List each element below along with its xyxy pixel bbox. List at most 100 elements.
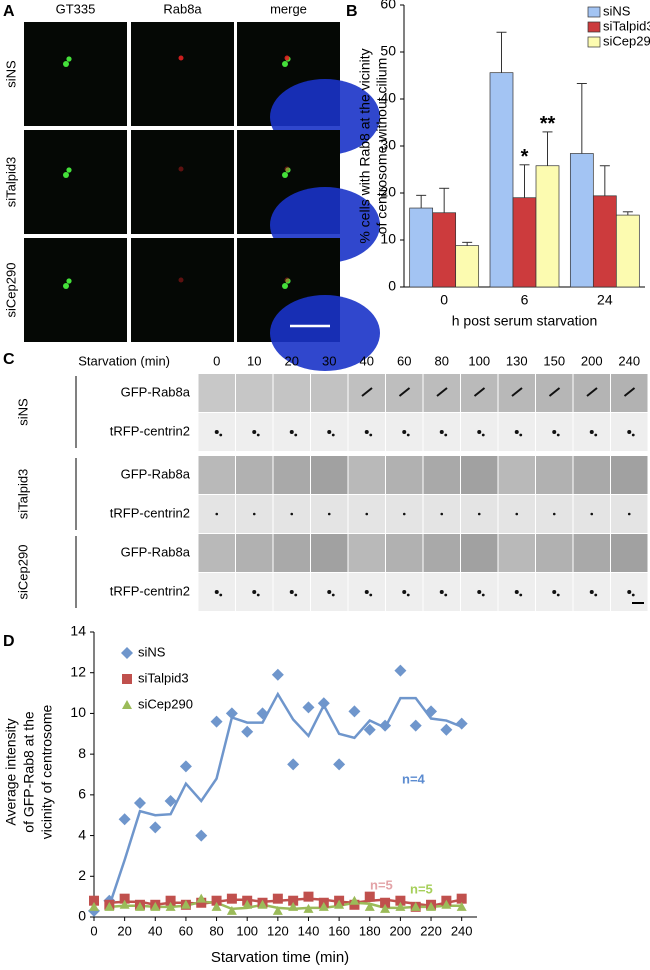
time-label: 200 bbox=[581, 353, 603, 368]
time-lapse-frame bbox=[311, 456, 348, 494]
x-tick-label: 0 bbox=[440, 292, 448, 308]
y-tick-label: 6 bbox=[78, 786, 86, 802]
y-tick-label: 14 bbox=[70, 623, 86, 639]
green-dot bbox=[63, 61, 69, 67]
centrosome-dot bbox=[256, 433, 260, 437]
centrosome-dot bbox=[365, 512, 369, 516]
green-dot bbox=[282, 61, 288, 67]
legend-marker bbox=[121, 647, 133, 659]
time-lapse-frame bbox=[461, 534, 498, 572]
centrosome-dot bbox=[514, 590, 519, 594]
data-point bbox=[118, 813, 131, 826]
data-point bbox=[211, 901, 222, 911]
data-point bbox=[104, 901, 115, 911]
data-point bbox=[288, 901, 299, 911]
y-axis-title: of centrosome without cilium bbox=[374, 58, 390, 235]
data-point bbox=[441, 899, 452, 909]
time-label: 150 bbox=[543, 353, 565, 368]
centrosome-dot bbox=[364, 590, 369, 594]
data-point bbox=[119, 893, 130, 904]
data-point bbox=[334, 899, 345, 909]
centrosome-dot bbox=[627, 590, 632, 594]
time-lapse-frame bbox=[236, 374, 273, 412]
micrograph bbox=[131, 238, 234, 342]
time-lapse-frame bbox=[611, 456, 648, 494]
time-lapse-frame bbox=[498, 456, 535, 494]
y-tick-label: 2 bbox=[78, 867, 86, 883]
time-label: 130 bbox=[506, 353, 528, 368]
data-point bbox=[226, 893, 237, 904]
green-dot bbox=[66, 278, 72, 284]
centrosome-dot bbox=[369, 593, 373, 597]
y-axis-title: Average intensity bbox=[3, 718, 19, 825]
time-lapse-frame bbox=[611, 534, 648, 572]
centrosome-dot bbox=[289, 430, 294, 434]
time-lapse-frame bbox=[536, 534, 573, 572]
data-point bbox=[288, 895, 299, 906]
centrosome-dot bbox=[444, 433, 448, 437]
legend-swatch bbox=[587, 6, 601, 18]
x-tick-label: 160 bbox=[328, 923, 350, 938]
micrograph bbox=[24, 22, 127, 126]
centrosome-dot bbox=[594, 433, 598, 437]
green-dot bbox=[63, 172, 69, 178]
red-dot bbox=[178, 277, 184, 283]
rab8-tubule bbox=[548, 387, 561, 397]
legend-label: siTalpid3 bbox=[603, 18, 650, 33]
time-lapse-frame bbox=[423, 456, 460, 494]
time-lapse-frame bbox=[573, 534, 610, 572]
y-axis-title: of GFP-Rab8 at the bbox=[21, 711, 37, 833]
data-point bbox=[303, 903, 314, 913]
bar bbox=[615, 214, 640, 288]
centrosome-dot bbox=[327, 590, 332, 594]
nucleus-signal bbox=[270, 295, 380, 371]
green-dot bbox=[285, 167, 291, 173]
centrosome-dot bbox=[252, 430, 257, 434]
centrosome-dot bbox=[402, 590, 407, 594]
data-point bbox=[440, 723, 453, 736]
centrosome-dot bbox=[552, 430, 557, 434]
centrosome-dot bbox=[519, 433, 523, 437]
bar bbox=[569, 153, 594, 288]
red-dot bbox=[284, 55, 290, 61]
centrosome-dot bbox=[252, 512, 256, 516]
green-dot bbox=[63, 283, 69, 289]
centrosome-dot bbox=[556, 593, 560, 597]
centrosome-dot bbox=[290, 512, 294, 516]
y-tick-label: 30 bbox=[380, 137, 396, 153]
centrosome-dot bbox=[631, 433, 635, 437]
data-point bbox=[89, 901, 99, 911]
legend-marker bbox=[122, 674, 132, 684]
bar bbox=[489, 72, 514, 288]
data-point bbox=[409, 719, 422, 732]
red-dot bbox=[178, 55, 184, 61]
data-point bbox=[410, 901, 421, 911]
data-point bbox=[380, 903, 391, 913]
time-lapse-frame bbox=[273, 456, 310, 494]
x-tick-label: 120 bbox=[267, 923, 289, 938]
centrosome-dot bbox=[219, 433, 223, 437]
data-point bbox=[380, 897, 391, 908]
time-lapse-frame bbox=[236, 534, 273, 572]
row-label: siTalpid3 bbox=[3, 157, 18, 208]
data-point bbox=[425, 705, 438, 718]
time-lapse-frame bbox=[423, 534, 460, 572]
centrosome-dot bbox=[294, 433, 298, 437]
data-point bbox=[426, 901, 437, 911]
rab8-tubule bbox=[361, 387, 373, 397]
data-point bbox=[364, 901, 375, 911]
centrosome-dot bbox=[444, 593, 448, 597]
column-label: Rab8a bbox=[163, 1, 202, 16]
centrosome-dot bbox=[214, 590, 219, 594]
centrosome-dot bbox=[406, 433, 410, 437]
data-point bbox=[257, 899, 268, 909]
centrosome-dot bbox=[627, 430, 632, 434]
legend-label: siNS bbox=[138, 644, 166, 659]
time-lapse-frame bbox=[386, 534, 423, 572]
legend-label: siTalpid3 bbox=[138, 670, 189, 685]
x-tick-label: 100 bbox=[236, 923, 258, 938]
centrosome-dot bbox=[631, 593, 635, 597]
data-point bbox=[394, 664, 407, 677]
y-tick-label: 12 bbox=[70, 663, 86, 679]
legend-marker bbox=[122, 700, 132, 709]
